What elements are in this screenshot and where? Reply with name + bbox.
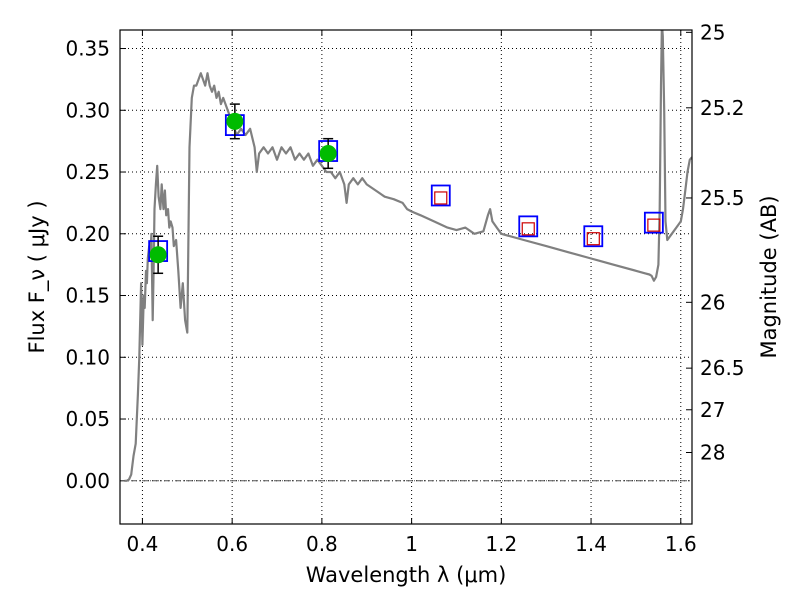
- x-tick-label: 0.4: [127, 532, 159, 556]
- x-tick-label: 0.6: [216, 532, 248, 556]
- right-tick-label: 27: [700, 398, 725, 422]
- right-tick-label: 25.2: [700, 96, 745, 120]
- model-spectrum-line: [124, 30, 692, 482]
- x-tick-label: 1.4: [575, 532, 607, 556]
- model-photometry-square: [643, 211, 664, 234]
- model-photometry-square: [518, 215, 539, 238]
- y-tick-label: 0.30: [65, 98, 110, 122]
- right-axis-label: Magnitude (AB): [757, 195, 781, 358]
- right-tick-label: 26: [700, 290, 725, 314]
- right-tick-label: 28: [700, 440, 725, 464]
- x-tick-label: 1.6: [665, 532, 697, 556]
- model-photometry-square: [583, 225, 604, 248]
- plot-background: [120, 30, 692, 524]
- y-tick-labels: 0.00 0.05 0.10 0.15 0.20 0.25 0.30 0.35: [65, 37, 110, 493]
- y-tick-label: 0.10: [65, 345, 110, 369]
- plot-frame: [119, 29, 693, 525]
- y-axis-label: Flux F_ν ( μJy ): [25, 200, 50, 353]
- y-tick-label: 0.20: [65, 222, 110, 246]
- observed-photometry-point: [149, 246, 167, 264]
- upper-limit-square: [647, 218, 661, 232]
- right-tick-label: 25: [700, 20, 725, 44]
- x-axis-label: Wavelength λ (μm): [306, 563, 507, 587]
- upper-limit-square: [586, 232, 600, 246]
- y-tick-label: 0.05: [65, 407, 110, 431]
- x-tick-label: 0.8: [306, 532, 338, 556]
- observed-photometry-point: [319, 145, 337, 162]
- right-tick-label: 26.5: [700, 356, 745, 380]
- right-tick-label: 25.5: [700, 186, 745, 210]
- right-tick-labels: 25 25.2 25.5 26 26.5 27 28: [700, 20, 745, 464]
- upper-limit-square: [434, 191, 448, 205]
- observed-photometry-point: [226, 112, 244, 130]
- x-tick-label: 1.2: [485, 532, 517, 556]
- model-photometry-square: [430, 184, 451, 207]
- y-tick-label: 0.35: [65, 37, 110, 61]
- upper-limit-square: [521, 222, 535, 236]
- y-tick-label: 0.25: [65, 160, 110, 184]
- data-series: [124, 30, 692, 482]
- x-tick-labels: 0.4 0.6 0.8 1 1.2 1.4 1.6: [127, 532, 697, 556]
- y-tick-label: 0.15: [65, 284, 110, 308]
- x-tick-label: 1: [405, 532, 418, 556]
- y-tick-label: 0.00: [65, 469, 110, 493]
